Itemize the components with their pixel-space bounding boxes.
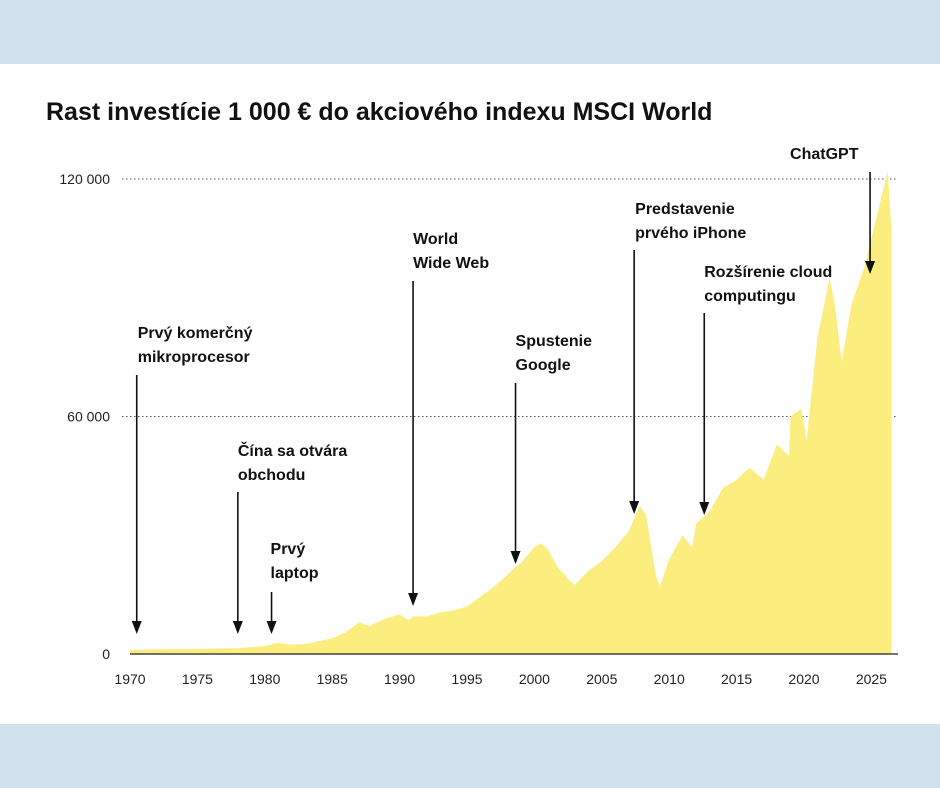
x-tick-label: 2010 (654, 671, 685, 687)
annotations: Prvý komerčný mikroprocesor Čína sa otvára… (131, 146, 876, 634)
annotation-label: prvého iPhone (635, 225, 746, 242)
annotation-label: obchodu (238, 467, 306, 484)
arrow-down-icon (699, 502, 710, 515)
gridlines (122, 178, 898, 418)
arrow-down-icon (865, 261, 876, 274)
y-tick-label: 0 (102, 646, 110, 662)
x-tick-label: 2000 (519, 671, 550, 687)
x-tick-label: 1975 (182, 671, 213, 687)
x-axis: 1970 1975 1980 1985 1990 1995 2000 2005 2010 2015… (114, 671, 887, 687)
y-axis: 0 60 000 120 000 (59, 171, 110, 662)
annotation: World Wide Web (408, 231, 489, 606)
x-tick-label: 2005 (586, 671, 617, 687)
annotation-label: computingu (704, 288, 796, 305)
annotation-label: Predstavenie (635, 201, 735, 218)
annotation-label: Wide Web (413, 255, 489, 272)
x-tick-label: 2020 (788, 671, 819, 687)
x-tick-label: 1990 (384, 671, 415, 687)
annotation-label: Google (516, 357, 571, 374)
annotation-label: Čína sa otvára (238, 441, 347, 460)
annotation-label: mikroprocesor (138, 349, 250, 366)
annotation: Prvý komerčný mikroprocesor (131, 325, 253, 634)
arrow-down-icon (266, 621, 277, 634)
annotation-label: Prvý (271, 541, 306, 558)
annotation: Čína sa otvára obchodu (232, 441, 347, 634)
annotation-label: Rozšírenie cloud (704, 264, 832, 281)
arrow-down-icon (408, 593, 419, 606)
arrow-down-icon (510, 551, 521, 564)
series-area-msci-world (130, 171, 892, 654)
y-tick-label: 60 000 (67, 409, 110, 425)
arrow-down-icon (232, 621, 243, 634)
y-tick-label: 120 000 (59, 171, 110, 187)
x-tick-label: 1985 (317, 671, 348, 687)
annotation: Predstavenie prvého iPhone (629, 201, 746, 514)
annotation-label: World (413, 231, 458, 248)
annotation: ChatGPT (790, 146, 876, 274)
x-tick-label: 2015 (721, 671, 752, 687)
arrow-down-icon (131, 621, 142, 634)
annotation: Rozšírenie cloud computingu (699, 264, 832, 515)
annotation: Spustenie Google (510, 333, 593, 564)
annotation: Prvý laptop (266, 541, 319, 634)
annotation-label: ChatGPT (790, 146, 859, 163)
arrow-down-icon (629, 501, 640, 514)
chart-title: Rast investície 1 000 € do akciového ind… (46, 98, 712, 126)
annotation-label: Spustenie (516, 333, 593, 350)
annotation-label: Prvý komerčný (138, 325, 253, 342)
annotation-label: laptop (271, 565, 319, 582)
x-tick-label: 1970 (114, 671, 145, 687)
x-tick-label: 1980 (249, 671, 280, 687)
x-tick-label: 1995 (451, 671, 482, 687)
x-tick-label: 2025 (856, 671, 887, 687)
